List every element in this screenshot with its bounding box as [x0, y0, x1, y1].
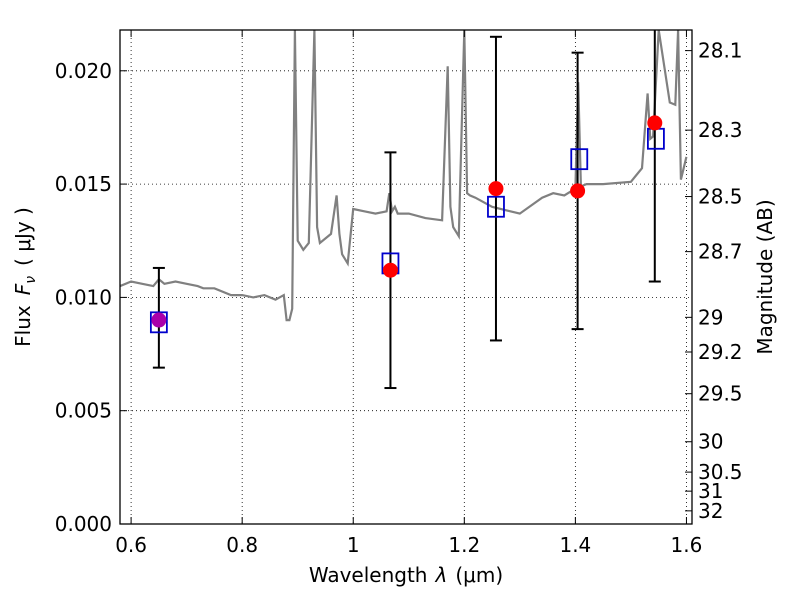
- y-tick-label: 0.005: [55, 399, 112, 423]
- x-tick-label: 0.8: [226, 533, 258, 557]
- y-axis-title-part: ( μJy ): [11, 207, 35, 266]
- y2-tick-label: 28.3: [698, 118, 743, 142]
- y2-axis-title: Magnitude (AB): [753, 199, 777, 354]
- y-tick-label: 0.020: [55, 59, 112, 83]
- observed-point: [151, 312, 167, 328]
- y2-tick-label: 28.5: [698, 185, 743, 209]
- y2-tick-label: 29.5: [698, 382, 743, 406]
- y2-tick-label: 28.1: [698, 39, 743, 63]
- y-axis-title-part: Flux: [11, 305, 35, 347]
- y-axis-title-part: F: [11, 283, 35, 295]
- observed-point: [570, 183, 586, 199]
- ticks: 0.6 0.8 1 1.2 1.4 1.6 0.000 0.005 0.010 0.015 0.02…: [55, 30, 743, 557]
- y2-tick-label: 28.7: [698, 240, 743, 264]
- x-tick-label: 0.6: [115, 533, 147, 557]
- x-axis-title-part: (μm): [455, 563, 503, 587]
- spectrum-line: [120, 30, 688, 322]
- x-tick-label: 1.6: [671, 533, 703, 557]
- x-tick-label: 1.2: [448, 533, 480, 557]
- x-tick-label: 1: [347, 533, 360, 557]
- x-axis-title: Wavelength λ (μm): [309, 563, 503, 587]
- model-point: [570, 148, 589, 171]
- y-axis-title-part: ν: [23, 276, 39, 284]
- y2-tick-label: 30.5: [698, 460, 743, 484]
- y2-tick-label: 31: [698, 479, 723, 503]
- x-tick-label: 1.4: [559, 533, 591, 557]
- observed-point: [647, 115, 663, 131]
- y-axis-title: Flux Fν ( μJy ): [11, 207, 39, 347]
- observed-point: [488, 181, 504, 197]
- observed-point: [382, 262, 398, 278]
- y2-tick-label: 29.2: [698, 340, 743, 364]
- y2-tick-label: 29: [698, 305, 723, 329]
- model-point: [487, 195, 505, 218]
- y-tick-label: 0.010: [55, 285, 112, 309]
- y2-tick-label: 30: [698, 430, 723, 454]
- y-tick-label: 0.015: [55, 172, 112, 196]
- x-axis-title-part: Wavelength: [309, 563, 428, 587]
- model-point: [149, 311, 168, 334]
- axes-frame: [119, 29, 693, 525]
- plot-area: [120, 30, 688, 390]
- x-axis-title-part: λ: [435, 563, 448, 587]
- y-tick-label: 0.000: [55, 512, 112, 536]
- y2-tick-label: 32: [698, 499, 723, 523]
